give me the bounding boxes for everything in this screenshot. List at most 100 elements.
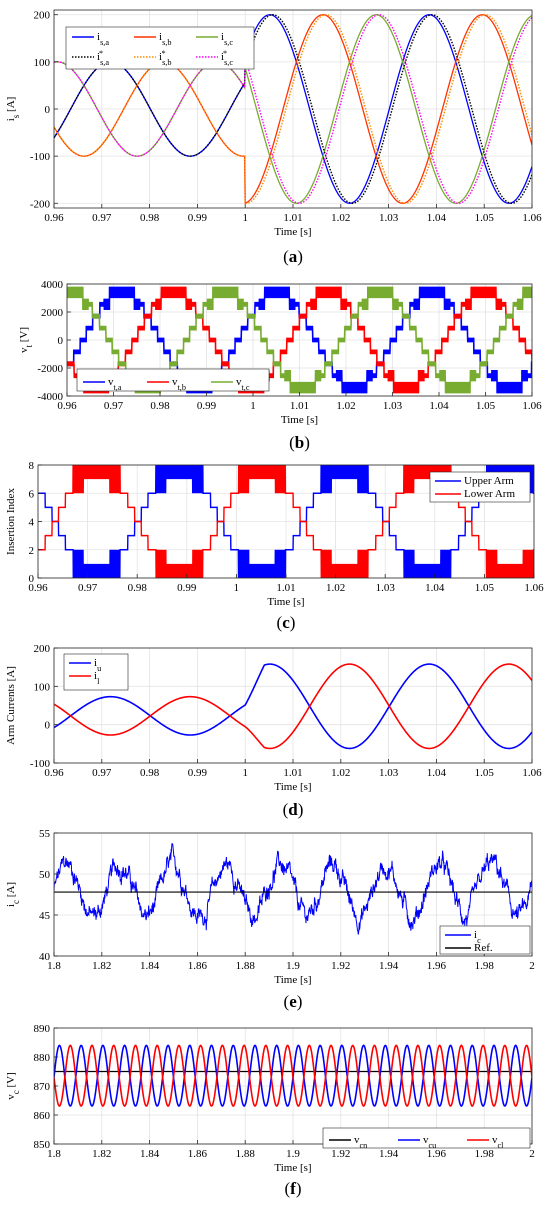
x-tick-label: 1.03: [379, 212, 399, 224]
x-tick-label: 1: [242, 767, 248, 779]
y-tick-label: 850: [34, 1139, 51, 1151]
x-tick-label: 1.86: [188, 960, 208, 972]
x-axis-label: Time [s]: [274, 781, 311, 793]
x-axis-label: Time [s]: [274, 226, 311, 238]
legend-label: il: [94, 670, 100, 686]
legend: vcn vcu vcl: [322, 1127, 531, 1150]
x-tick-label: 2: [529, 1148, 535, 1160]
y-tick-label: 200: [34, 10, 51, 22]
y-axis-label: Arm Currents [A]: [5, 666, 17, 745]
x-tick-label: 1.8: [47, 960, 61, 972]
legend-label: iu: [94, 657, 101, 673]
legend-label: is,b*: [159, 49, 171, 67]
panel-caption: (f): [284, 1179, 301, 1198]
x-axis-label: Time [s]: [274, 974, 311, 986]
x-tick-label: 1.03: [383, 400, 403, 412]
legend-box: [63, 653, 129, 691]
x-axis-label: Time [s]: [267, 596, 304, 608]
x-tick-label: 1.05: [476, 400, 496, 412]
y-axis-label: Insertion Index: [5, 488, 17, 555]
x-tick-label: 1.02: [331, 767, 350, 779]
y-tick-label: 50: [39, 869, 51, 881]
x-tick-label: 0.96: [44, 212, 64, 224]
svg-text:Arm Currents [A]: Arm Currents [A]: [5, 666, 17, 745]
x-axis-label: Time [s]: [281, 414, 318, 426]
y-tick-label: 4: [29, 517, 35, 529]
y-tick-label: 880: [34, 1052, 51, 1064]
x-tick-label: 1.96: [427, 960, 447, 972]
legend-entry: is,c*: [196, 49, 233, 67]
y-tick-label: 0: [29, 573, 35, 585]
chart-d: 0.96 0.97 0.98 0.99 1 1.01 1.02 1.03 1.04 1.05 1.0…: [5, 643, 542, 819]
y-tick-label: 8: [29, 460, 35, 472]
x-tick-label: 0.99: [177, 582, 197, 594]
x-tick-label: 1.04: [429, 400, 449, 412]
y-tick-label: 860: [34, 1110, 51, 1122]
x-tick-label: 1.88: [236, 1148, 256, 1160]
x-tick-label: 1.01: [290, 400, 309, 412]
x-tick-label: 1.92: [331, 960, 350, 972]
legend-label: vt,c: [236, 376, 250, 392]
y-tick-label: 200: [34, 643, 51, 655]
y-tick-label: 40: [39, 951, 51, 963]
y-axis-label: ic [A]: [5, 882, 21, 907]
x-tick-label: 1.9: [286, 960, 300, 972]
x-tick-label: 1.82: [92, 960, 111, 972]
legend: is,a is,b is,c is,a* is,b* is,c*: [65, 26, 255, 70]
legend-entry: iu: [69, 657, 101, 673]
y-tick-label: -2000: [37, 363, 63, 375]
x-tick-label: 1.04: [425, 582, 445, 594]
y-tick-label: 0: [58, 335, 64, 347]
x-tick-label: 0.98: [128, 582, 148, 594]
x-tick-label: 1.94: [379, 960, 399, 972]
x-tick-label: 0.98: [140, 212, 160, 224]
x-tick-label: 1.06: [522, 212, 542, 224]
series-line-i-s-b: [54, 14, 532, 204]
x-tick-label: 1.92: [331, 1148, 350, 1160]
series-line-i-u: [54, 663, 532, 750]
panel-caption: (a): [283, 247, 303, 266]
x-tick-label: 1.84: [140, 1148, 160, 1160]
x-tick-label: 1.98: [475, 1148, 495, 1160]
legend-entry: vt,b: [147, 376, 186, 392]
legend-box: [322, 1127, 531, 1149]
x-tick-label: 1.96: [427, 1148, 447, 1160]
series-layer: [54, 14, 532, 204]
x-tick-label: 1.82: [92, 1148, 111, 1160]
x-tick-label: 2: [529, 960, 535, 972]
y-tick-label: 100: [34, 681, 51, 693]
x-tick-label: 1.02: [326, 582, 345, 594]
chart-b: 0.96 0.97 0.98 0.99 1 1.01 1.02 1.03 1.04 1.05 1.0…: [18, 279, 542, 452]
panel-caption: (c): [277, 613, 296, 632]
legend-label: Lower Arm: [464, 488, 515, 500]
legend-entry: vt,c: [211, 376, 250, 392]
legend-box: [439, 925, 531, 955]
y-tick-label: 45: [39, 910, 51, 922]
x-tick-label: 1.86: [188, 1148, 208, 1160]
x-tick-label: 1.8: [47, 1148, 61, 1160]
x-tick-label: 1.88: [236, 960, 256, 972]
legend-label: vcn: [354, 1134, 367, 1150]
x-tick-label: 1.04: [427, 212, 447, 224]
series-line-i--s-c: [54, 14, 532, 204]
legend-entry: is,a: [72, 31, 109, 47]
y-tick-label: -100: [30, 151, 51, 163]
legend-label: is,b: [159, 31, 171, 47]
x-tick-label: 1.98: [475, 960, 495, 972]
chart-e: 1.8 1.82 1.84 1.86 1.88 1.9 1.92 1.94 1.96 1.98 2 4…: [5, 828, 535, 1011]
series-line-i--s-a: [54, 14, 532, 204]
panel-caption: (e): [284, 992, 303, 1011]
x-tick-label: 0.99: [197, 400, 217, 412]
legend-entry: vcl: [467, 1134, 504, 1150]
legend-label: vcu: [423, 1134, 436, 1150]
x-tick-label: 0.98: [150, 400, 170, 412]
legend-label: is,c*: [221, 49, 233, 67]
series-line-v-t-b: [67, 286, 532, 394]
series-line-i--s-b: [54, 14, 532, 204]
y-tick-label: 890: [34, 1023, 51, 1035]
